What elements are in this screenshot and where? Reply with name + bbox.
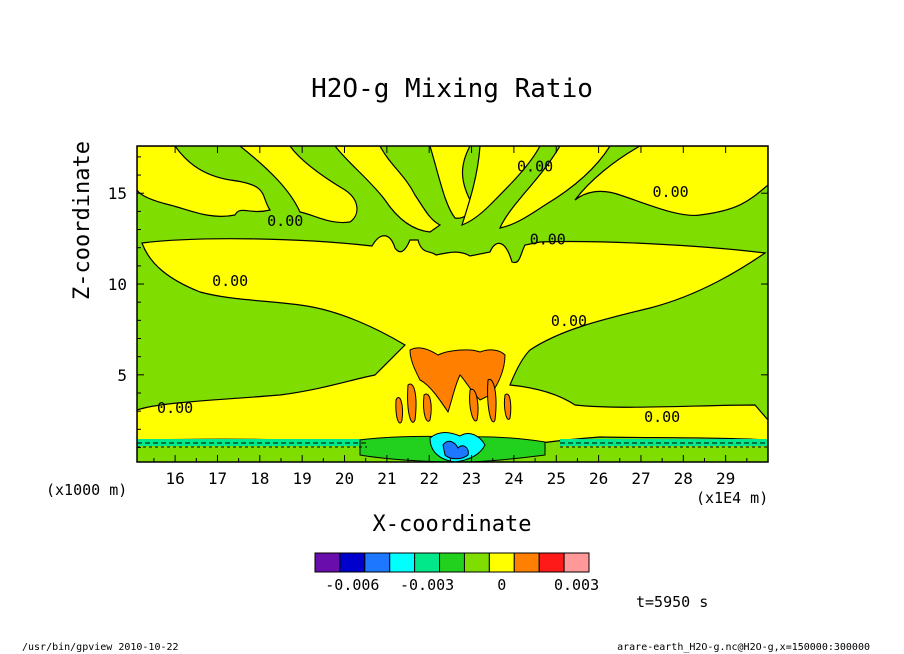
colorbar-swatch <box>364 552 391 573</box>
colorbar-tick-label: -0.003 <box>400 576 454 594</box>
y-ticks: 5 10 15 <box>108 156 768 448</box>
y-axis-unit: (x1000 m) <box>46 481 128 499</box>
y-axis-label: Z-coordinate <box>70 141 95 300</box>
fill-yellow-upper-left <box>137 146 271 217</box>
colorbar-swatch <box>339 552 366 573</box>
fill-orange-streak-1 <box>395 397 403 424</box>
x-tick-label: 19 <box>293 469 312 488</box>
contour-field <box>137 146 768 462</box>
colorbar-swatch <box>488 552 515 573</box>
fill-yellow-upper-right1 <box>461 146 541 226</box>
x-tick-label: 28 <box>674 469 693 488</box>
contour-labels: 0.00 0.00 0.00 0.00 0.00 0.00 0.00 0.00 <box>157 158 689 427</box>
colorbar-swatch <box>538 552 565 573</box>
x-axis-label: X-coordinate <box>372 512 532 537</box>
x-tick-label: 29 <box>716 469 735 488</box>
y-tick-label: 10 <box>108 275 127 294</box>
x-ticks: 16 17 18 19 20 21 22 23 24 25 26 27 28 29 <box>153 146 748 488</box>
x-tick-label: 26 <box>589 469 608 488</box>
x-tick-label: 18 <box>250 469 269 488</box>
x-tick-label: 23 <box>462 469 481 488</box>
chart-title: H2O-g Mixing Ratio <box>311 74 593 104</box>
fill-orange-streak-6 <box>504 393 512 420</box>
x-tick-label: 17 <box>208 469 227 488</box>
x-tick-label: 25 <box>547 469 566 488</box>
fill-yellow-upper-right2 <box>498 146 611 229</box>
colorbar-tick-label: 0 <box>497 576 506 594</box>
colorbar-tick-label: 0.003 <box>554 576 599 594</box>
contour-label: 0.00 <box>267 212 303 230</box>
colorbar-swatch <box>414 552 441 573</box>
fill-orange-streak-4 <box>469 388 479 422</box>
fill-yellow-upper-right3 <box>574 146 768 217</box>
contour-label: 0.00 <box>157 399 193 417</box>
x-tick-label: 22 <box>420 469 439 488</box>
colorbar-tick-label: -0.006 <box>325 576 379 594</box>
footer-left: /usr/bin/gpview 2010-10-22 <box>22 642 179 653</box>
colorbar-swatch <box>314 552 341 573</box>
contour-label: 0.00 <box>551 312 587 330</box>
colorbar: -0.006 -0.003 0 0.003 <box>314 552 599 594</box>
contour-label: 0.00 <box>212 272 248 290</box>
y-tick-label: 5 <box>117 366 127 385</box>
x-axis-unit: (x1E4 m) <box>696 489 769 507</box>
fill-surface-blue <box>442 440 469 460</box>
fill-orange-streak-2 <box>407 383 417 423</box>
x-tick-label: 21 <box>377 469 396 488</box>
colorbar-swatch <box>563 552 590 573</box>
colorbar-swatch <box>513 552 540 573</box>
x-tick-label: 24 <box>504 469 523 488</box>
y-tick-label: 15 <box>108 184 127 203</box>
fill-orange-streak-3 <box>423 393 432 422</box>
colorbar-swatch <box>463 552 490 573</box>
contour-label: 0.00 <box>517 158 553 176</box>
contour-label: 0.00 <box>530 230 566 248</box>
x-tick-label: 16 <box>165 469 184 488</box>
colorbar-swatch <box>389 552 416 573</box>
colorbar-swatch <box>439 552 465 573</box>
contour-label: 0.00 <box>644 408 680 426</box>
time-label: t=5950 s <box>636 593 709 611</box>
plot-frame <box>136 145 769 463</box>
x-tick-label: 27 <box>631 469 650 488</box>
fill-yellow-main <box>137 235 768 452</box>
fill-orange-core <box>409 347 506 414</box>
fill-yellow-upper-left3 <box>334 146 442 233</box>
fill-yellow-upper-left2 <box>239 146 358 224</box>
footer-right: arare-earth_H2O-g.nc@H2O-g,x=150000:3000… <box>617 642 870 653</box>
contour-label: 0.00 <box>653 183 689 201</box>
x-tick-label: 20 <box>335 469 354 488</box>
fill-orange-streak-5 <box>487 379 497 423</box>
